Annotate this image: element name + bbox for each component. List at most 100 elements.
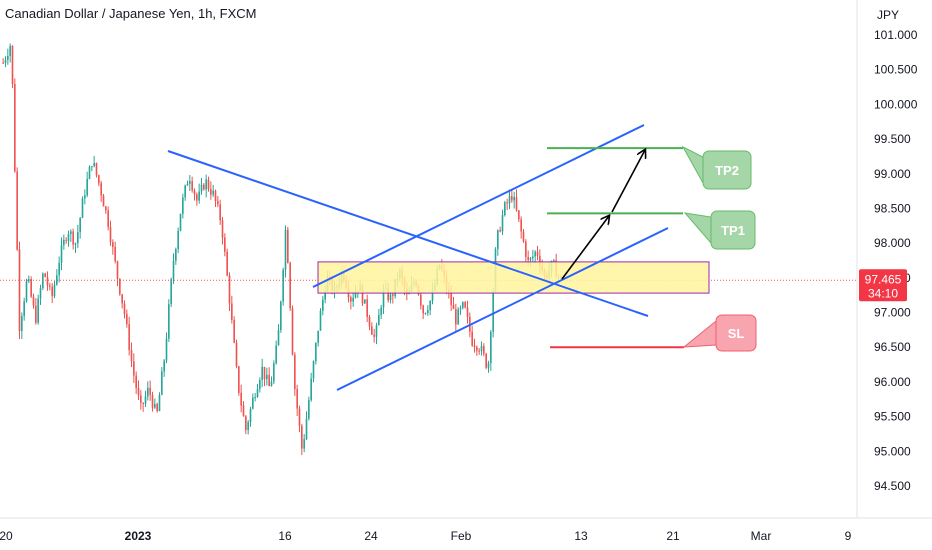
candle-body: [151, 394, 154, 408]
candle-body: [317, 330, 319, 343]
price-tick-label: 96.500: [874, 340, 911, 354]
candle-body: [42, 273, 44, 289]
candle-body: [322, 299, 324, 311]
candle-body: [499, 230, 501, 232]
support-zone[interactable]: [317, 261, 710, 294]
candle-body: [238, 366, 240, 393]
candle-body: [154, 403, 156, 408]
candle-body: [422, 305, 424, 314]
candle-body: [30, 279, 32, 297]
candle-body: [518, 210, 520, 220]
candle-body: [37, 298, 39, 323]
drawings[interactable]: TP2 TP1 SL: [0, 124, 857, 391]
candle-body: [534, 251, 536, 257]
price-tick-label: 97.000: [874, 306, 911, 320]
candle-body: [189, 181, 191, 184]
candle-body: [539, 255, 541, 267]
sl-callout[interactable]: SL: [682, 314, 757, 352]
candle-body: [91, 166, 93, 168]
candle-body: [65, 239, 67, 241]
tp1-callout[interactable]: TP1: [683, 210, 756, 250]
candle-body: [368, 316, 371, 327]
candle-body: [51, 286, 53, 297]
candle-body: [49, 285, 51, 287]
candle-body: [74, 243, 77, 245]
candle-body: [520, 219, 522, 232]
tp2-callout-text: TP2: [715, 163, 739, 178]
candle-body: [366, 299, 368, 317]
candle-body: [364, 299, 366, 304]
candle-body: [23, 301, 25, 317]
time-axis[interactable]: 20 2023 16 24 Feb 13 21 Mar 9: [0, 517, 932, 543]
candle-body: [487, 363, 490, 368]
candle-body: [128, 324, 130, 351]
channel-lower-line[interactable]: [336, 227, 669, 391]
candle-body: [275, 345, 277, 364]
candle-body: [135, 375, 137, 389]
last-price-tag[interactable]: [859, 269, 907, 302]
projection-arrow-2[interactable]: [611, 150, 645, 213]
candle-body: [25, 281, 28, 302]
candle-body: [9, 45, 11, 56]
candle-body: [88, 166, 91, 179]
candle-body: [142, 402, 144, 404]
price-tick-label: 98.000: [874, 236, 911, 250]
candle-body: [18, 249, 21, 332]
candle-body: [424, 313, 427, 315]
candle-body: [478, 350, 480, 352]
channel-upper-line[interactable]: [312, 124, 645, 288]
candle-body: [210, 189, 212, 195]
price-tick-label: 101.000: [874, 28, 918, 42]
price-tick-label: 99.000: [874, 167, 911, 181]
last-price-value: 97.465: [865, 272, 902, 286]
candle-body: [100, 183, 102, 196]
candle-body: [249, 408, 252, 422]
candle-body: [303, 439, 305, 449]
candle-body: [380, 307, 382, 315]
candle-body: [39, 288, 42, 299]
candle-body: [21, 316, 23, 332]
price-axis[interactable]: 101.000 100.500 100.000 99.500 99.000 98.500 9…: [856, 0, 918, 518]
descending-trendline[interactable]: [167, 150, 649, 317]
candle-body: [473, 345, 476, 348]
candle-body: [60, 245, 63, 263]
candle-body: [361, 284, 364, 304]
projection-arrow-1[interactable]: [561, 216, 609, 280]
candle-body: [158, 394, 161, 412]
candle-body: [214, 190, 217, 202]
candle-body: [228, 275, 231, 304]
candle-body: [46, 276, 49, 286]
candle-body: [172, 260, 175, 280]
candle-body: [165, 338, 168, 361]
candle-body: [504, 202, 506, 216]
candle-body: [296, 389, 298, 409]
candle-body: [506, 202, 508, 204]
candle-body: [70, 231, 72, 234]
candle-body: [93, 162, 95, 167]
candle-body: [193, 190, 196, 195]
candle-body: [298, 408, 301, 426]
candle-body: [133, 361, 135, 376]
time-tick-label: 24: [364, 529, 378, 543]
candle-body: [221, 220, 224, 238]
price-tick-label: 95.500: [874, 410, 911, 424]
time-tick-label: 21: [666, 529, 680, 543]
candle-body: [457, 309, 459, 325]
candle-body: [371, 326, 373, 335]
candle-body: [387, 288, 389, 301]
candle-body: [72, 231, 74, 245]
candle-body: [11, 45, 14, 85]
tp2-callout[interactable]: TP2: [681, 145, 752, 190]
candle-body: [462, 302, 464, 308]
candle-body: [480, 346, 483, 352]
candle-body: [191, 181, 193, 191]
time-tick-label: 9: [845, 529, 852, 543]
candle-body: [266, 374, 268, 380]
candle-body: [240, 392, 242, 406]
candle-body: [511, 196, 513, 201]
candle-body: [289, 262, 291, 309]
candle-body: [427, 310, 429, 314]
candle-body: [119, 278, 121, 295]
time-tick-label: 13: [574, 529, 588, 543]
